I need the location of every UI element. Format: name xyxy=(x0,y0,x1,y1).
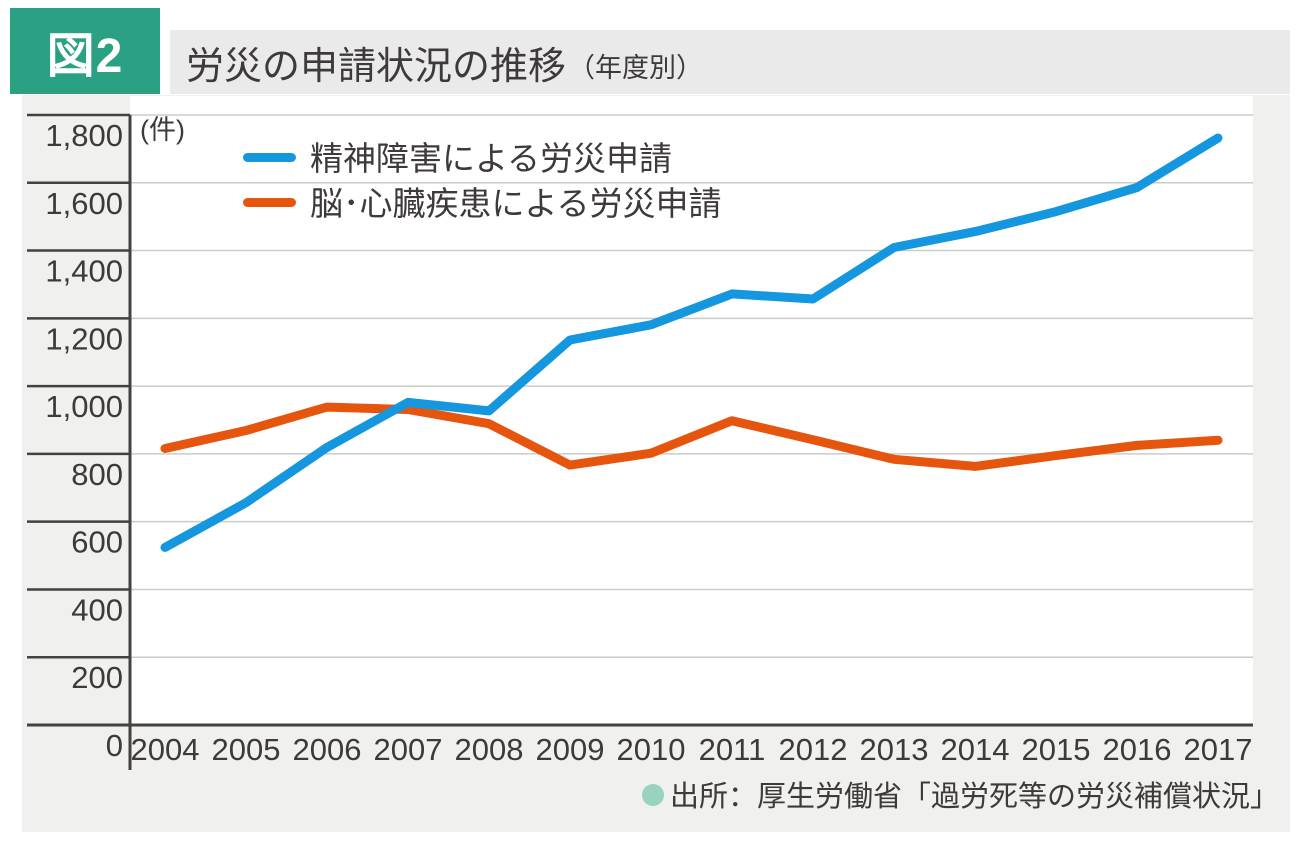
x-tick-label-2010: 2010 xyxy=(617,732,686,767)
y-axis-unit-label: (件) xyxy=(140,115,185,145)
y-tick-label-400: 400 xyxy=(71,592,123,627)
line-chart: 0 200 400 600 800 1,000 1,200 1,400 1,600 1,800 (件… xyxy=(27,96,1279,813)
figure-title: 労災の申請状況の推移 xyxy=(186,45,567,88)
y-tick-label-1400: 1,400 xyxy=(45,254,123,289)
figure-number-label: 図2 xyxy=(46,30,124,83)
chart-area: 0 200 400 600 800 1,000 1,200 1,400 1,600 1,800 (件… xyxy=(22,95,1290,832)
x-tick-label-2008: 2008 xyxy=(455,732,524,767)
x-tick-label-2006: 2006 xyxy=(293,732,362,767)
y-tick-label-0: 0 xyxy=(106,728,123,763)
x-tick-label-2015: 2015 xyxy=(1022,732,1091,767)
x-tick-label-2004: 2004 xyxy=(131,732,200,767)
y-tick-label-200: 200 xyxy=(71,660,123,695)
y-tick-label-600: 600 xyxy=(71,525,123,560)
x-tick-label-2011: 2011 xyxy=(699,732,766,767)
legend-label-0: 精神障害による労災申請 xyxy=(310,140,672,177)
x-tick-label-2012: 2012 xyxy=(779,732,848,767)
y-tick-label-1800: 1,800 xyxy=(45,118,123,153)
x-tick-label-2016: 2016 xyxy=(1103,732,1172,767)
mental-disorder-line xyxy=(160,133,1223,552)
y-tick-label-1000: 1,000 xyxy=(45,389,123,424)
x-tick-label-2007: 2007 xyxy=(374,732,443,767)
legend-swatch-1 xyxy=(243,198,296,207)
y-tick-label-1200: 1,200 xyxy=(45,321,123,356)
figure-number-badge: 図2 xyxy=(10,8,160,94)
x-tick-label-2013: 2013 xyxy=(860,732,929,767)
figure-title-note: （年度別） xyxy=(568,52,704,83)
brain-heart-disease-line xyxy=(160,402,1223,471)
y-tick-label-800: 800 xyxy=(71,457,123,492)
x-tick-label-2014: 2014 xyxy=(941,732,1010,767)
x-tick-label-2017: 2017 xyxy=(1184,732,1253,767)
source-bullet-icon xyxy=(642,784,664,806)
y-tick-label-1600: 1,600 xyxy=(45,186,123,221)
figure-title-bar: 労災の申請状況の推移 （年度別） xyxy=(170,30,1290,94)
source-note: 出所：厚生労働省「過労死等の労災補償状況」 xyxy=(670,780,1279,813)
legend-swatch-0 xyxy=(243,153,296,162)
x-tick-label-2009: 2009 xyxy=(536,732,605,767)
legend-label-1: 脳･心臓疾患による労災申請 xyxy=(310,185,722,222)
x-tick-label-2005: 2005 xyxy=(212,732,281,767)
